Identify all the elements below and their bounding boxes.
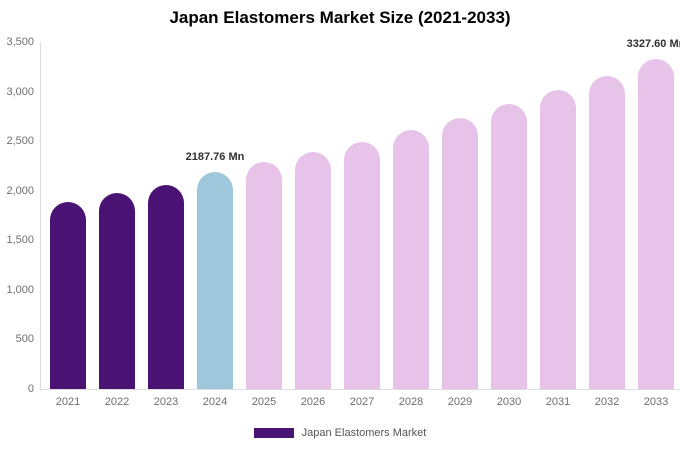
- y-axis-tick-label: 2,500: [6, 135, 34, 148]
- data-label-2033: 3327.60 Mn: [626, 38, 680, 51]
- x-axis-label-2028: 2028: [398, 396, 424, 408]
- bar-2026[interactable]: [295, 152, 331, 389]
- y-axis-tick-label: 2,000: [6, 184, 34, 197]
- y-axis-tick-label: 1,500: [6, 234, 34, 247]
- x-axis-label-2029: 2029: [447, 396, 473, 408]
- y-axis-tick-label: 1,000: [6, 283, 34, 296]
- bar-2032[interactable]: [589, 75, 625, 389]
- bar-2027[interactable]: [344, 141, 380, 389]
- x-axis-label-2022: 2022: [104, 396, 130, 408]
- legend: Japan Elastomers Market: [0, 424, 680, 442]
- bar-2029[interactable]: [442, 118, 478, 389]
- bar-2030[interactable]: [491, 104, 527, 389]
- legend-swatch[interactable]: [253, 428, 294, 438]
- y-axis-tick-label: 500: [15, 333, 34, 346]
- bar-2021[interactable]: [50, 202, 86, 389]
- legend-label[interactable]: Japan Elastomers Market: [301, 427, 427, 439]
- bar-2033[interactable]: [638, 59, 674, 389]
- y-axis-tick-label: 0: [27, 383, 34, 395]
- bar-2028[interactable]: [393, 129, 429, 389]
- bar-2023[interactable]: [148, 185, 184, 389]
- bar-2022[interactable]: [99, 193, 135, 389]
- bar-2031[interactable]: [540, 90, 576, 389]
- x-axis-label-2033: 2033: [643, 396, 669, 408]
- x-axis-label-2024: 2024: [202, 396, 228, 408]
- y-axis-tick-label: 3,000: [6, 85, 34, 98]
- x-axis-line: [40, 389, 680, 390]
- x-axis-label-2021: 2021: [55, 396, 81, 408]
- y-axis-tick-label: 3,500: [6, 36, 34, 48]
- x-axis-label-2031: 2031: [545, 396, 571, 408]
- bar-2025[interactable]: [246, 162, 282, 389]
- x-axis-label-2030: 2030: [496, 396, 522, 408]
- x-axis-label-2023: 2023: [153, 396, 179, 408]
- x-axis-label-2026: 2026: [300, 396, 326, 408]
- bar-2024[interactable]: [197, 172, 233, 389]
- chart-title: Japan Elastomers Market Size (2021-2033): [169, 8, 511, 27]
- x-axis-label-2025: 2025: [251, 396, 277, 408]
- x-axis-label-2032: 2032: [594, 396, 620, 408]
- data-label-2024: 2187.76 Mn: [185, 151, 245, 164]
- x-axis-label-2027: 2027: [349, 396, 375, 408]
- y-axis-line: [40, 42, 41, 390]
